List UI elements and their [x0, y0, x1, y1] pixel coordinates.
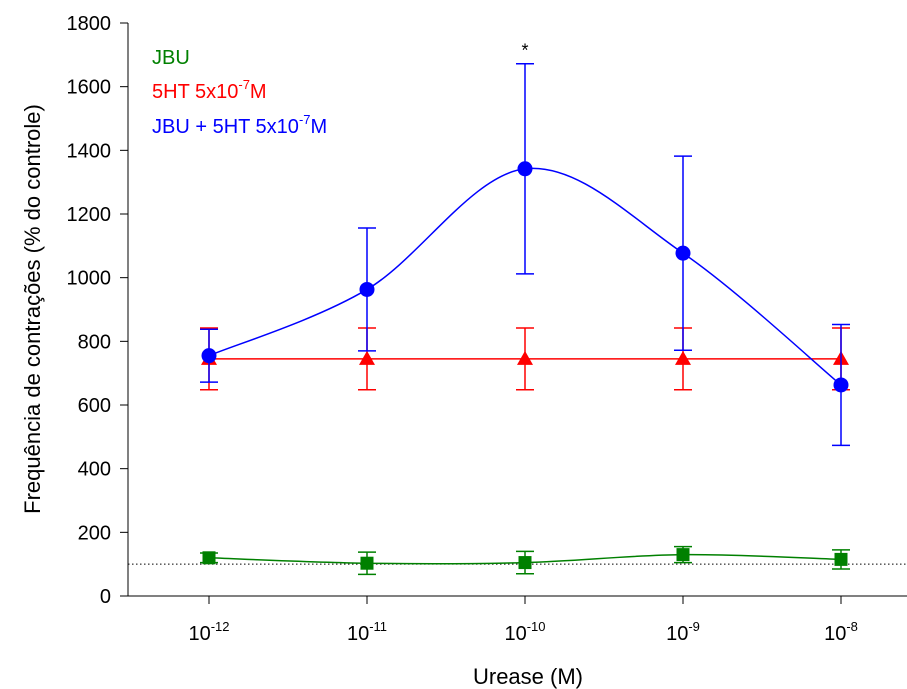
- y-tick-label: 1600: [67, 77, 112, 99]
- data-point: [517, 350, 533, 365]
- legend-entry-1: 5HT 5x10-7M: [152, 77, 267, 103]
- legend-entry-2: JBU + 5HT 5x10-7M: [152, 112, 327, 138]
- series-1: [200, 327, 850, 391]
- x-tick-exponent: -8: [846, 619, 858, 634]
- x-tick-base: 10: [504, 623, 526, 645]
- legend-superscript: -7: [299, 112, 311, 127]
- legend-suffix: M: [311, 116, 328, 138]
- axes: [127, 23, 907, 597]
- significance-marker: *: [521, 40, 528, 60]
- data-point: [675, 245, 691, 261]
- y-tick-label: 1400: [67, 140, 112, 162]
- series: [200, 62, 850, 576]
- legend-text: JBU: [152, 47, 190, 69]
- x-ticks: 10-12 10-11 10-10 10-9 10-8: [188, 596, 858, 645]
- x-tick-base: 10: [666, 623, 688, 645]
- legend-superscript: -7: [238, 77, 250, 92]
- legend-entry-0: JBU: [152, 47, 190, 69]
- y-tick-label: 1200: [67, 204, 112, 226]
- legend-text: JBU + 5HT 5x10: [152, 116, 299, 138]
- x-tick-exponent: -10: [527, 619, 546, 634]
- annotations: *: [521, 40, 528, 60]
- y-tick-label: 0: [100, 586, 111, 608]
- legend-text: 5HT 5x10: [152, 81, 238, 103]
- y-tick-label: 600: [78, 395, 111, 417]
- x-tick-label: 10-11: [347, 619, 387, 645]
- y-tick-label: 800: [78, 331, 111, 353]
- series-2: [200, 62, 850, 447]
- x-tick-base: 10: [824, 623, 846, 645]
- data-point: [202, 551, 216, 565]
- data-point: [518, 556, 532, 570]
- y-axis-label: Frequência de contrações (% do controle): [20, 104, 45, 514]
- x-tick-label: 10-12: [188, 619, 229, 645]
- data-point: [676, 548, 690, 562]
- data-point: [833, 377, 849, 393]
- y-tick-label: 200: [78, 522, 111, 544]
- y-tick-label: 1000: [67, 268, 112, 290]
- series-0: [200, 545, 850, 576]
- x-tick-exponent: -11: [369, 619, 387, 634]
- y-tick-label: 400: [78, 459, 111, 481]
- x-tick-label: 10-8: [824, 619, 858, 645]
- data-point: [834, 552, 848, 566]
- x-tick-base: 10: [347, 623, 369, 645]
- x-tick-exponent: -9: [688, 619, 700, 634]
- x-tick-exponent: -12: [211, 619, 230, 634]
- x-tick-label: 10-9: [666, 619, 700, 645]
- data-point: [359, 350, 375, 365]
- y-tick-label: 1800: [67, 13, 112, 35]
- x-tick-base: 10: [188, 623, 210, 645]
- legend-suffix: M: [250, 81, 267, 103]
- data-point: [517, 161, 533, 177]
- x-tick-label: 10-10: [504, 619, 545, 645]
- data-point: [201, 348, 217, 364]
- data-point: [675, 350, 691, 365]
- y-ticks: 0 200 400 600 800 1000 1200 1400 1600 1800: [67, 13, 128, 608]
- data-point: [360, 556, 374, 570]
- data-point: [359, 281, 375, 297]
- x-axis-label: Urease (M): [473, 664, 583, 689]
